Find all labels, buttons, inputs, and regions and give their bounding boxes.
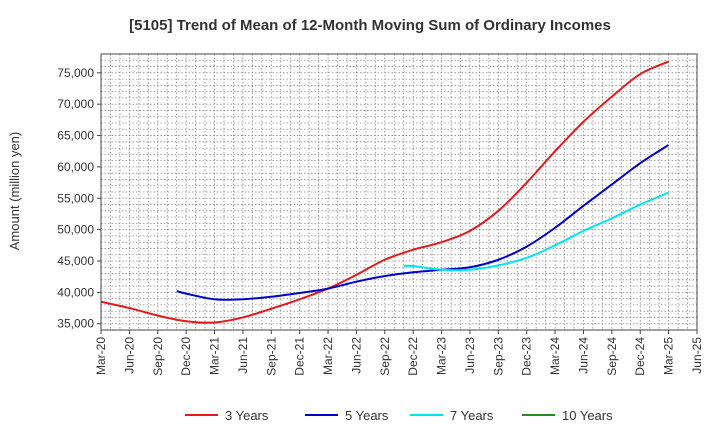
x-tick-label: Mar-22 (321, 337, 335, 375)
x-tick-label: Jun-20 (122, 337, 136, 374)
y-tick-label: 35,000 (57, 317, 94, 331)
y-tick-label: 70,000 (57, 97, 94, 111)
y-tick-label: 60,000 (57, 160, 94, 174)
x-tick-label: Jun-23 (463, 337, 477, 374)
y-tick-label: 75,000 (57, 66, 94, 80)
x-tick-label: Sep-24 (605, 337, 619, 376)
x-tick-label: Jun-24 (576, 337, 590, 374)
y-tick-label: 50,000 (57, 223, 94, 237)
plot-frame (100, 53, 698, 331)
legend-label: 7 Years (450, 408, 494, 423)
x-tick-label: Dec-22 (406, 337, 420, 376)
legend: 3 Years 5 Years 7 Years 10 Years (185, 408, 613, 423)
series-line-3-years (100, 60, 670, 324)
x-tick-label: Dec-24 (633, 337, 647, 376)
x-tick-label: Dec-21 (293, 337, 307, 376)
x-tick-label: Jun-21 (236, 337, 250, 374)
y-tick-label: 40,000 (57, 285, 94, 299)
x-tick-label: Mar-24 (548, 337, 562, 375)
x-tick-label: Dec-20 (179, 337, 193, 376)
x-tick-label: Mar-21 (208, 337, 222, 375)
x-tick-label: Mar-20 (94, 337, 108, 375)
y-axis-label: Amount (million yen) (7, 132, 22, 251)
x-tick-label: Sep-21 (264, 337, 278, 376)
x-tick-label: Jun-22 (349, 337, 363, 374)
x-tick-label: Sep-22 (378, 337, 392, 376)
x-tick-label: Mar-25 (662, 337, 676, 375)
y-axis-ticks: 35,000 40,000 45,000 50,000 55,000 60,000 65,0… (57, 66, 101, 331)
y-tick-label: 55,000 (57, 191, 94, 205)
series-line-5-years (176, 144, 670, 301)
x-axis-ticks: Mar-20 Jun-20 Sep-20 Dec-20 Mar-21 Jun-21 Sep-… (94, 330, 704, 376)
x-tick-label: Jun-25 (690, 337, 704, 374)
y-tick-label: 45,000 (57, 254, 94, 268)
x-tick-label: Mar-23 (435, 337, 449, 375)
x-tick-label: Sep-23 (491, 337, 505, 376)
x-tick-label: Dec-23 (520, 337, 534, 376)
x-tick-label: Sep-20 (151, 337, 165, 376)
series-lines (100, 60, 670, 324)
chart-title: [5105] Trend of Mean of 12-Month Moving … (129, 17, 611, 34)
legend-label: 3 Years (225, 408, 269, 423)
legend-label: 5 Years (345, 408, 389, 423)
grid (101, 53, 697, 331)
series-line-7-years (403, 191, 670, 272)
y-tick-label: 65,000 (57, 129, 94, 143)
legend-label: 10 Years (562, 408, 613, 423)
